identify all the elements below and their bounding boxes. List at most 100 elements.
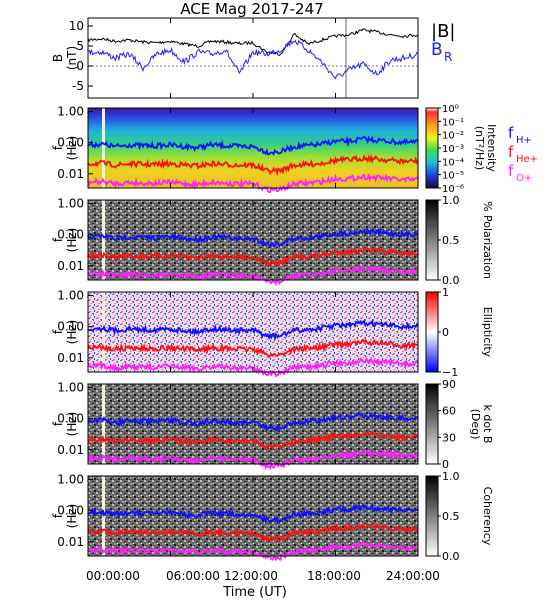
y-tick-label: 0.01 — [57, 259, 84, 273]
y-tick-label: -5 — [72, 79, 84, 93]
spectrogram-image — [88, 292, 418, 372]
colorbar-tick-label: 10⁻⁵ — [442, 171, 464, 182]
y-axis-label: f — [51, 237, 65, 242]
legend-f_O-sub: O+ — [516, 173, 532, 184]
colorbar-tick-label: 10⁰ — [442, 104, 459, 115]
y-tick-label: 1.00 — [57, 197, 84, 211]
y-axis-unit: (Hz) — [65, 504, 79, 529]
gyrofrequency-f_H — [87, 135, 419, 156]
colorbar-tick-label: 0.5 — [442, 234, 460, 247]
colorbar-label: k dot B — [481, 405, 494, 444]
y-tick-label: 1.00 — [57, 381, 84, 395]
y-tick-label: 1.00 — [57, 473, 84, 487]
gyrofrequency-f_He — [87, 522, 419, 543]
colorbar — [425, 107, 439, 189]
series-line — [87, 38, 419, 80]
legend-B-total: |B| — [431, 21, 455, 42]
y-axis-unit: (Hz) — [65, 136, 79, 161]
gyrofrequency-f_H — [87, 227, 419, 249]
panel-polarization: 1.00 0.10 0.01 f (Hz) 1.0 0.5 0.0 % Polarization — [51, 194, 494, 287]
gyrofrequency-f_He — [87, 153, 419, 177]
y-tick-label: 1.00 — [57, 289, 84, 303]
x-tick-label: 12:00:00 — [224, 569, 278, 583]
plot-frame — [87, 17, 419, 99]
colorbar-tick-label: 1 — [442, 286, 449, 299]
data-gap — [102, 384, 105, 464]
colorbar-label: Coherency — [481, 487, 494, 546]
data-gap — [102, 292, 105, 372]
y-axis-label: f — [51, 513, 65, 518]
y-tick-label: 5 — [76, 39, 84, 53]
colorbar-tick-label: 0 — [442, 326, 449, 339]
data-gap — [102, 108, 105, 188]
y-tick-label: 0.01 — [57, 351, 84, 365]
colorbar — [425, 475, 439, 557]
x-tick-label: 24:00:00 — [386, 569, 440, 583]
panel-ellipticity: 1.00 0.10 0.01 f (Hz) 1 0 −1 Ellipticity — [51, 286, 494, 379]
x-axis: 00:00:00 06:00:00 12:00:00 18:00:00 24:0… — [86, 569, 440, 600]
y-tick-label: 0.10 — [57, 228, 84, 242]
colorbar-tick-label: 10⁻¹ — [442, 117, 464, 128]
colorbar-tick-label: 1.0 — [442, 470, 460, 483]
legend-B-R: B — [431, 40, 443, 60]
spectrogram-image — [88, 384, 418, 464]
x-tick-label: 00:00:00 — [86, 569, 140, 583]
y-tick-label: 1.00 — [57, 105, 84, 119]
colorbar-label: Ellipticity — [481, 307, 494, 358]
colorbar — [425, 383, 439, 465]
colorbar — [425, 291, 439, 373]
colorbar-label: Intensity — [485, 124, 498, 172]
gyrofrequency-f_He — [87, 246, 419, 268]
y-axis-unit: (nT) — [65, 46, 79, 70]
y-axis-label: f — [51, 329, 65, 334]
colorbar-unit: (Deg) — [469, 409, 482, 440]
colorbar-label: % Polarization — [481, 201, 494, 279]
y-tick-label: 0.01 — [57, 443, 84, 457]
colorbar-tick-label: 0.5 — [442, 510, 460, 523]
y-axis-label: f — [51, 421, 65, 426]
gyrofrequency-f_H — [87, 319, 419, 342]
colorbar-tick-label: 0.0 — [442, 550, 460, 563]
x-axis-title: Time (UT) — [222, 585, 287, 600]
gyrofrequency-f_He — [87, 430, 419, 452]
colorbar — [425, 199, 439, 281]
panel-wave-normal: 1.00 0.10 0.01 f (Hz) 90 60 30 0 k dot B(Deg) — [51, 378, 494, 471]
colorbar-tick-label: 0.0 — [442, 274, 460, 287]
y-axis-label: f — [51, 145, 65, 150]
data-gap — [102, 200, 105, 280]
legend-f_H-sub: H+ — [516, 135, 532, 146]
colorbar-tick-label: 60 — [442, 405, 456, 418]
y-tick-label: 0.10 — [57, 412, 84, 426]
gyrofrequency-f_H — [87, 502, 419, 525]
legend-f_H: f — [508, 124, 514, 142]
legend-f_He: f — [508, 143, 514, 161]
chart-title: ACE Mag 2017-247 — [180, 0, 323, 18]
series-line — [87, 28, 419, 56]
colorbar-tick-label: 10⁻⁴ — [442, 157, 464, 168]
y-axis-label: B — [51, 54, 65, 62]
legend-f_He-sub: He+ — [516, 154, 538, 165]
y-tick-label: 0.01 — [57, 535, 84, 549]
colorbar-tick-label: 90 — [442, 378, 456, 391]
y-axis-unit: (Hz) — [65, 412, 79, 437]
y-tick-label: 0.10 — [57, 504, 84, 518]
gyrofrequency-f_H — [87, 411, 419, 433]
panel-intensity: 1.000.100.01f (Hz)10⁰10⁻¹10⁻²10⁻³10⁻⁴10⁻⁵… — [51, 104, 538, 195]
gyrofrequency-f_He — [87, 338, 418, 359]
colorbar-tick-label: 0 — [442, 458, 449, 471]
y-tick-label: 0.10 — [57, 320, 84, 334]
y-tick-label: 0 — [76, 59, 84, 73]
colorbar-tick-label: 1.0 — [442, 194, 460, 207]
colorbar-tick-label: 10⁻³ — [442, 144, 464, 155]
y-tick-label: 0.10 — [57, 136, 84, 150]
y-tick-label: 0.01 — [57, 167, 84, 181]
y-axis-unit: (Hz) — [65, 228, 79, 253]
colorbar-tick-label: 30 — [442, 431, 456, 444]
legend-B-R-sub: R — [444, 50, 452, 64]
legend-f_O: f — [508, 162, 514, 180]
colorbar-tick-label: −1 — [442, 366, 458, 379]
colorbar-unit: (nT²/Hz) — [473, 126, 486, 170]
y-tick-label: 10 — [69, 19, 84, 33]
